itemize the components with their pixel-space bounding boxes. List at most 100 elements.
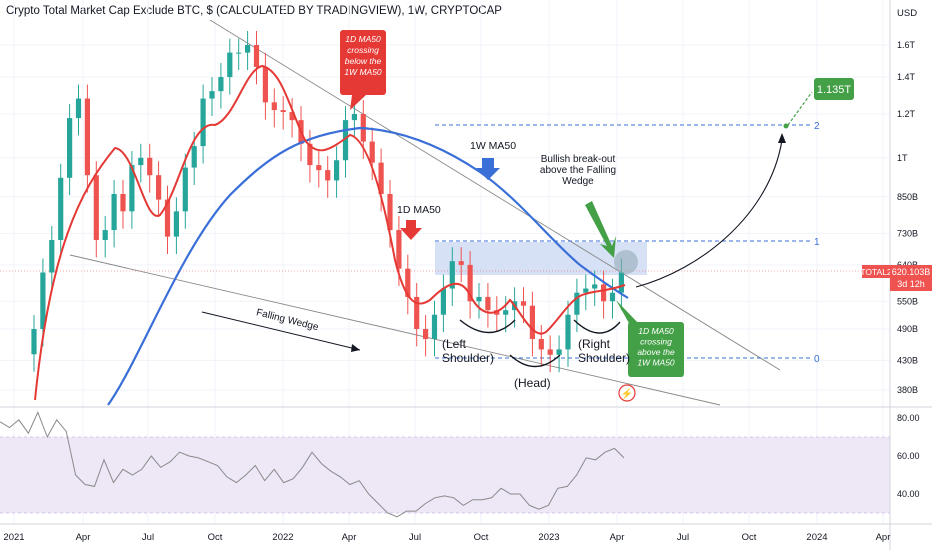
callout-cross-above: 1D MA50 crossing above the 1W MA50	[616, 300, 684, 377]
candle-body	[164, 199, 171, 237]
candle-body	[31, 328, 37, 355]
arrow-falling-wedge-head	[351, 344, 360, 352]
candle-body	[414, 296, 420, 329]
wedge-lower-line	[69, 254, 721, 406]
candle-body	[129, 165, 135, 212]
candle-body	[485, 296, 491, 311]
candle-body	[556, 349, 562, 355]
arrow-ma50-1w	[476, 158, 500, 180]
candle-body	[529, 305, 535, 339]
candle-body	[601, 284, 607, 302]
candle-body	[102, 230, 108, 240]
price-tick-label: 550B	[897, 296, 918, 306]
wedge-upper-line	[209, 19, 781, 371]
target-point	[783, 123, 789, 129]
time-tick-label: 2023	[538, 532, 559, 543]
time-tick-label: Jul	[142, 532, 154, 543]
candle-body	[262, 66, 268, 103]
rsi-tick-label: 40.00	[897, 489, 920, 499]
time-tick-label: 2021	[3, 532, 24, 543]
rsi-axis[interactable]: 80.00 60.00 40.00	[897, 413, 920, 499]
candle-body	[609, 292, 616, 302]
candle-body	[236, 52, 242, 54]
candle-body	[245, 45, 251, 53]
lightning-icon: ⚡	[621, 387, 633, 400]
candle-body	[449, 261, 455, 289]
price-tick-label: 430B	[897, 355, 918, 365]
candle-body	[538, 338, 544, 350]
time-tick-label: Apr	[76, 532, 91, 543]
time-tick-label: 2022	[272, 532, 293, 543]
rsi-line	[0, 411, 625, 518]
candle-body	[58, 177, 64, 240]
arc-left-shoulder	[459, 319, 516, 334]
candle-body	[227, 52, 233, 78]
event-icon[interactable]	[618, 384, 636, 402]
candle-body	[307, 143, 313, 166]
candle-body	[405, 268, 411, 297]
ma50-1d-line	[34, 64, 626, 401]
candle-body	[592, 284, 598, 289]
time-tick-label: 2024	[806, 532, 827, 543]
candle-body	[111, 193, 117, 231]
label-breakout: Bullish break-out above the Falling Wedge	[540, 154, 616, 187]
time-tick-label: Jul	[409, 532, 421, 543]
candle-body	[342, 120, 349, 161]
fib-label-2: 2	[814, 121, 820, 132]
candle-body	[253, 45, 260, 67]
callout-cross-below: 1D MA50 crossing below the 1W MA50	[340, 30, 386, 110]
candle-body	[75, 98, 82, 119]
candle-body	[316, 165, 322, 171]
projection-arrow-head	[778, 133, 786, 143]
symbol-badge	[862, 265, 890, 278]
price-axis[interactable]: 1.6T 1.4T 1.2T 1T 850B 730B 640B 550B 490B 430B 38…	[897, 40, 918, 395]
rsi-tick-label: 80.00	[897, 413, 920, 423]
time-tick-label: Apr	[610, 532, 625, 543]
time-axis[interactable]: 2021 Apr Jul Oct 2022 Apr Jul Oct 2023 Apr Jul Oct 2…	[3, 532, 890, 543]
time-tick-label: Oct	[742, 532, 757, 543]
grid	[0, 0, 890, 524]
price-tick-label: 640B	[897, 260, 918, 270]
label-right-shoulder: (Right Shoulder)	[578, 337, 630, 365]
candle-body	[182, 167, 188, 212]
candle-body	[547, 349, 553, 355]
last-price-badge	[890, 265, 932, 291]
candle-body	[289, 112, 295, 121]
target-line	[787, 91, 813, 126]
arc-head	[509, 354, 561, 368]
candle-body	[191, 146, 197, 168]
target-label: 1.135T	[817, 84, 852, 96]
candle-body	[378, 162, 384, 194]
candle-body	[565, 314, 571, 350]
candle-body	[325, 170, 331, 181]
last-price-countdown: 3d 12h	[897, 279, 925, 289]
candle-body	[40, 272, 46, 329]
candle-body	[173, 211, 179, 237]
price-tick-label: 850B	[897, 192, 918, 202]
candle-body	[387, 193, 393, 231]
price-tick-label: 1.4T	[897, 72, 916, 82]
price-tick-label: 1.6T	[897, 40, 916, 50]
candle-body	[423, 328, 429, 339]
candle-body	[209, 91, 215, 99]
candle-body	[431, 314, 438, 339]
last-price-value: 620.103B	[892, 267, 931, 277]
candle-body	[351, 114, 357, 121]
breakout-glow	[614, 250, 638, 274]
candle-body	[458, 261, 464, 265]
candle-body	[503, 310, 509, 315]
candle-body	[67, 118, 73, 178]
candle-body	[147, 157, 153, 176]
price-tick-label: 490B	[897, 324, 918, 334]
projection-curve	[635, 139, 783, 288]
candle-body	[574, 292, 580, 315]
candle-body	[200, 98, 206, 147]
candle-body	[156, 175, 162, 200]
arrow-breakout	[585, 201, 616, 258]
fib-label-1: 1	[814, 237, 820, 248]
time-tick-label: Apr	[876, 532, 891, 543]
callout-cross-below-text: 1D MA50 crossing below the 1W MA50	[344, 34, 382, 77]
axis-unit-usd: USD	[897, 8, 917, 19]
price-tick-label: 1.2T	[897, 109, 916, 119]
